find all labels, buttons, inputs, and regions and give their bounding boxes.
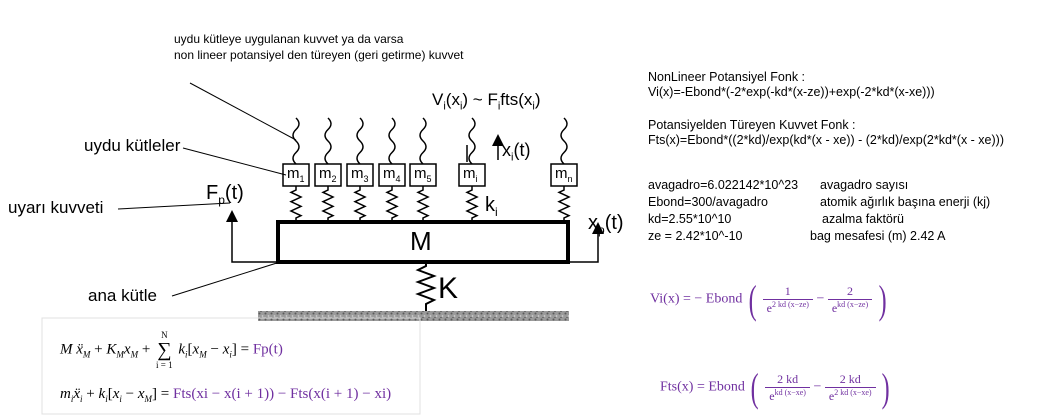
- leader-satellite-masses: [182, 147, 287, 176]
- formula-potential-term1: 1 e2 kd (x−ze): [762, 284, 813, 316]
- ki-symbol: ki: [485, 194, 498, 219]
- parameter-expression: kd=2.55*10^10: [648, 212, 732, 226]
- excitation-force-label: uyarı kuvveti: [8, 198, 104, 217]
- formula-force: Fts(x) = Ebond ( 2 kd ekd (x−xe) − 2 kd e2…: [660, 365, 890, 410]
- formula-force-term2: 2 kd e2 kd (x−xe): [824, 372, 876, 404]
- satellite-spring: [416, 186, 430, 222]
- force-wave-line: [468, 117, 476, 165]
- formula-potential-term2: 2 ekd (x−ze): [827, 284, 873, 316]
- main-spring: [415, 262, 437, 311]
- satellite-masses-label: uydu kütleler: [84, 136, 181, 155]
- satellite-mass-label: m1: [287, 165, 305, 184]
- satellite-spring: [289, 186, 303, 222]
- info-block: NonLineer Potansiyel Fonk : Vi(x)=-Ebond…: [648, 70, 1004, 148]
- formula-force-lhs: Fts(x) = Ebond: [660, 379, 745, 395]
- xp-symbol: xp(t): [588, 212, 624, 237]
- satellite-mass-label: m2: [319, 165, 337, 184]
- info-title-potential: NonLineer Potansiyel Fonk :: [648, 70, 806, 84]
- info-title-force: Potansiyelden Türeyen Kuvvet Fonk :: [648, 118, 856, 132]
- main-mass-label: ana kütle: [88, 286, 157, 305]
- force-connector: [226, 210, 278, 263]
- equation-satellite-mass: miẍi + ki[xi − xM] = Fts(xi − x(i + 1)) …: [60, 386, 392, 404]
- parameter-expression: ze = 2.42*10^-10: [648, 229, 743, 243]
- force-note-line1: uydu kütleye uygulanan kuvvet ya da vars…: [174, 32, 404, 46]
- parameter-expression: avagadro=6.022142*10^23: [648, 178, 799, 192]
- leader-main-mass: [171, 261, 281, 297]
- satellite-spring: [465, 186, 479, 222]
- vi-fts-symbol: Vi(xi) ~ Fifts(xi): [432, 90, 541, 113]
- ground: [258, 311, 569, 321]
- formula-potential: Vi(x) = − Ebond ( 1 e2 kd (x−ze) − 2 ekd (…: [650, 277, 887, 322]
- parameter-description: avagadro sayısı: [820, 178, 909, 192]
- satellite-spring: [557, 186, 571, 222]
- leader-excitation: [117, 202, 231, 210]
- satellite-mass-label: m3: [351, 165, 369, 184]
- equation-box: [41, 317, 421, 415]
- parameter-description: azalma faktörü: [822, 212, 904, 226]
- force-wave-line: [324, 117, 332, 165]
- xp-connector: [568, 222, 604, 263]
- satellite-mass-label: m4: [383, 165, 401, 184]
- force-note-line2: non lineer potansiyel den türeyen (geri …: [174, 48, 464, 62]
- force-wave-line: [356, 117, 364, 165]
- parameter-description: atomik ağırlık başına enerji (kj): [820, 195, 991, 209]
- equation-main-mass: M ẍM + KMxM + N ∑ i = 1 ki[xM − xi] = Fp(t…: [60, 330, 283, 370]
- eq1-rhs: Fp(t): [252, 341, 283, 358]
- spring-constant-symbol: K: [438, 272, 459, 305]
- force-wave-line: [388, 117, 396, 165]
- eq2-rhs: Fts(xi − x(i + 1)) − Fts(x(i + 1) − xi): [173, 386, 392, 402]
- info-line-potential: Vi(x)=-Ebond*(-2*exp(-kd*(x-ze))+exp(-2*…: [648, 85, 935, 99]
- satellite-mass-label: mi: [463, 165, 478, 184]
- formula-force-term1: 2 kd ekd (x−xe): [765, 372, 810, 404]
- satellite-mass-label: mn: [555, 165, 573, 184]
- force-wave-line: [419, 117, 427, 165]
- main-mass-symbol: M: [410, 226, 432, 256]
- formula-potential-lhs: Vi(x) = − Ebond: [650, 291, 743, 307]
- force-wave-line: [292, 117, 300, 165]
- info-line-force: Fts(x)=Ebond*((2*kd)/exp(kd*(x - xe)) - …: [648, 133, 1004, 147]
- parameter-description: bag mesafesi (m) 2.42 A: [810, 229, 946, 243]
- leader-force-note: [189, 82, 297, 141]
- parameter-expression: Ebond=300/avagadro: [648, 195, 768, 209]
- satellite-mass-label: m5: [414, 165, 432, 184]
- satellite-spring: [353, 186, 367, 222]
- xi-symbol: xi(t): [502, 140, 531, 164]
- force-wave-line: [560, 117, 568, 165]
- excitation-force-symbol: Fp(t): [206, 182, 244, 207]
- satellite-spring: [385, 186, 399, 222]
- satellite-spring: [321, 186, 335, 222]
